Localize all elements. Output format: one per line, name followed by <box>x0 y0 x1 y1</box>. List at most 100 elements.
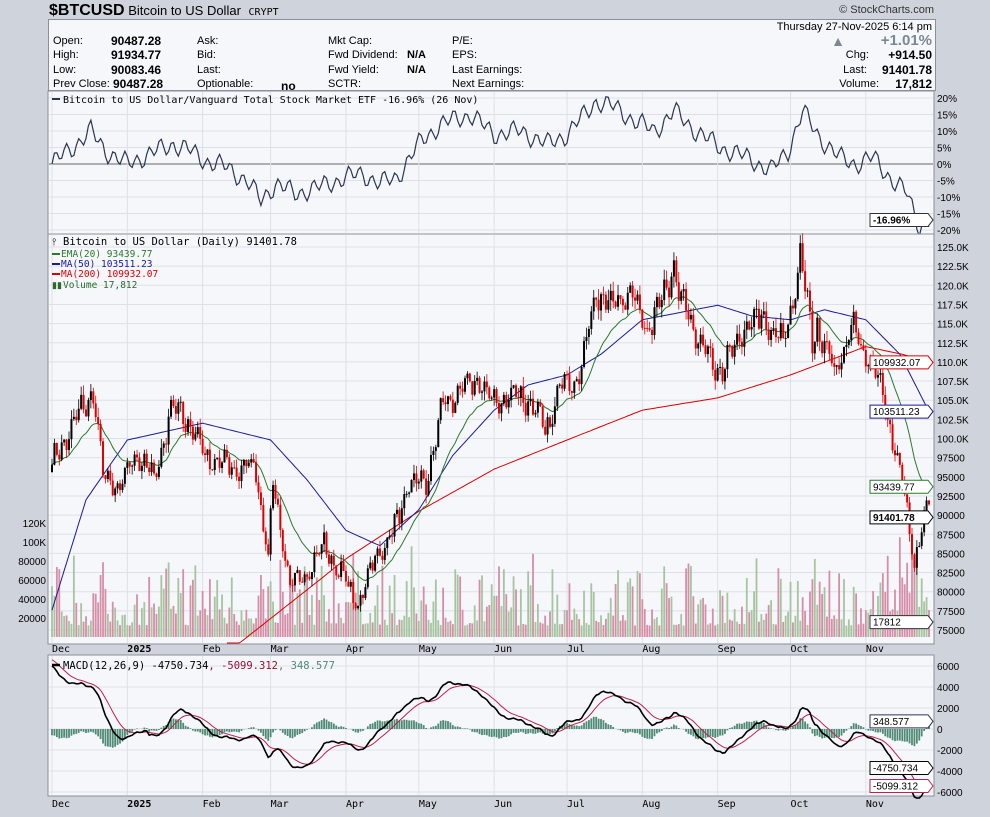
candle <box>442 391 445 406</box>
macd-histogram-bar <box>257 729 260 731</box>
candle-body <box>357 605 360 609</box>
volume-bar <box>517 625 520 637</box>
candle-body <box>145 453 148 468</box>
macd-histogram-bar <box>626 729 629 733</box>
x-tick-label: May <box>419 644 437 655</box>
volume-bar <box>911 554 913 637</box>
candle-body <box>799 243 802 273</box>
candle <box>381 550 384 565</box>
macd-histogram-bar <box>840 729 843 736</box>
volume-bar <box>250 618 253 637</box>
price-tick-label: 85000 <box>937 549 965 560</box>
volume-bar <box>675 624 678 637</box>
macd-histogram-bar <box>466 728 469 729</box>
candle-body <box>485 381 488 388</box>
relative-tick-label: -5% <box>937 177 955 188</box>
candle <box>262 497 265 533</box>
volume-bar <box>313 624 316 637</box>
candle <box>490 395 493 401</box>
ma50-value-tag: 103511.23 <box>869 404 934 419</box>
candle <box>369 556 372 571</box>
volume-bar <box>595 620 598 637</box>
candle <box>600 292 603 321</box>
volume-bar <box>840 619 843 637</box>
candle-body <box>140 465 143 472</box>
candle <box>663 269 666 306</box>
candle <box>631 280 634 307</box>
candle <box>160 438 163 469</box>
candle <box>55 442 58 457</box>
candle-body <box>563 374 566 389</box>
candle-body <box>308 576 311 580</box>
candle-body <box>665 279 668 288</box>
macd-histogram-bar <box>192 729 194 731</box>
ma50-legend: MA(50) 103511.23 <box>61 259 153 270</box>
volume-bar <box>670 596 673 637</box>
volume-bar <box>697 604 700 637</box>
volume-bar <box>651 609 653 637</box>
volume-bar <box>325 621 328 637</box>
candle <box>172 395 175 408</box>
volume-bar <box>209 579 211 637</box>
candle <box>541 403 544 429</box>
macd-histogram-bar <box>291 729 294 739</box>
copyright[interactable]: © StockCharts.com <box>839 4 934 16</box>
macd-histogram-bar <box>379 720 381 729</box>
candle <box>451 391 454 418</box>
macd-histogram-bar <box>619 729 622 731</box>
candle-body <box>723 369 726 382</box>
macd-histogram-bar <box>196 729 199 732</box>
volume-bar <box>563 609 566 637</box>
candle-body <box>408 492 411 494</box>
candle-body <box>864 350 867 367</box>
volume-bar <box>847 619 850 637</box>
candlesticks <box>51 233 930 612</box>
candle <box>609 283 612 311</box>
macd-histogram-bar <box>213 729 216 737</box>
volume-bar <box>721 595 724 637</box>
candle <box>624 302 627 311</box>
volume-bar <box>211 619 214 637</box>
candle <box>821 340 824 358</box>
volume-bar <box>573 608 576 637</box>
candle <box>733 340 736 365</box>
candle-body <box>167 416 170 445</box>
macd-histogram-bar <box>743 722 746 729</box>
candle-body <box>325 532 328 555</box>
macd-histogram-bar <box>818 729 821 737</box>
volume-bar <box>257 595 260 637</box>
ma200-value-tag-text: 109932.07 <box>873 358 921 369</box>
ma50-value-tag-box <box>869 404 934 419</box>
candle <box>242 458 245 475</box>
candle-body <box>235 467 238 477</box>
volume-bar <box>223 617 226 637</box>
candle <box>138 452 141 472</box>
price-tick-label: 125.0K <box>937 243 969 254</box>
candle <box>395 502 398 518</box>
volume-bar <box>879 582 882 637</box>
volume-bar <box>733 609 736 637</box>
candle-body <box>293 572 296 586</box>
candle-body <box>121 483 124 490</box>
candle <box>301 577 304 583</box>
candle-body <box>585 337 588 342</box>
candle <box>140 461 143 480</box>
macd-histogram-bar <box>835 729 838 738</box>
candle-body <box>925 500 928 511</box>
macd-histogram-bar <box>624 729 627 734</box>
volume-bar <box>719 590 721 637</box>
candle <box>85 404 88 417</box>
macd-histogram-bar <box>563 723 566 729</box>
candle <box>323 524 326 553</box>
candle <box>483 376 486 401</box>
volume-bar <box>641 599 644 637</box>
price-tick-label: 102.5K <box>937 415 969 426</box>
candle-body <box>153 462 156 474</box>
macd-histogram-bar <box>813 729 816 737</box>
candle <box>366 564 369 590</box>
macd-histogram-bar <box>532 729 534 734</box>
macd-histogram-bar <box>911 729 913 746</box>
macd-histogram-bar <box>918 729 921 741</box>
volume-bar <box>376 585 379 637</box>
